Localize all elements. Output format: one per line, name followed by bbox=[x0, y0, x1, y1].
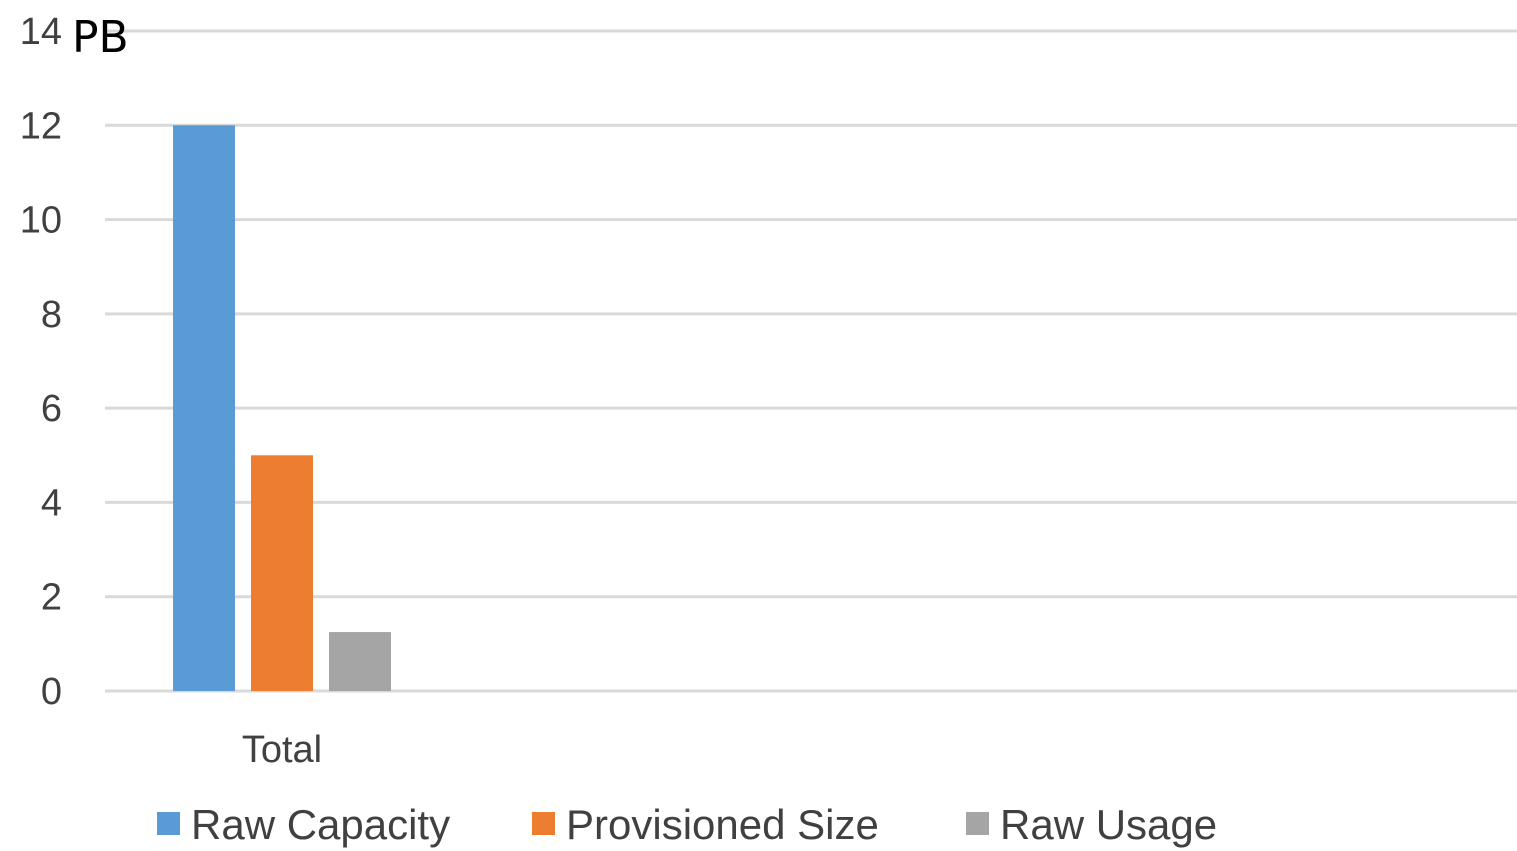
y-tick-label: 8 bbox=[41, 294, 62, 336]
legend-item-raw-usage: Raw Usage bbox=[966, 801, 1217, 848]
y-tick-label: 4 bbox=[41, 482, 62, 524]
legend-swatch-raw-capacity bbox=[157, 812, 180, 835]
bar-raw-usage bbox=[329, 632, 391, 691]
y-tick-label: 6 bbox=[41, 388, 62, 430]
gridlines bbox=[105, 29, 1517, 693]
bar-raw-capacity bbox=[173, 125, 235, 692]
legend-item-raw-capacity: Raw Capacity bbox=[157, 801, 450, 848]
legend-swatch-raw-usage bbox=[966, 812, 989, 835]
legend-swatch-provisioned-size bbox=[532, 812, 555, 835]
y-axis-unit-label: PB bbox=[72, 12, 129, 63]
legend: Raw Capacity Provisioned Size Raw Usage bbox=[157, 801, 1217, 848]
y-tick-label: 0 bbox=[41, 671, 62, 713]
y-tick-label: 10 bbox=[20, 200, 62, 242]
y-tick-label: 12 bbox=[20, 105, 62, 147]
bars bbox=[173, 125, 391, 692]
y-tick-label: 14 bbox=[20, 11, 62, 53]
y-tick-label: 2 bbox=[41, 577, 62, 619]
y-axis-ticks: 0 2 4 6 8 10 12 14 bbox=[20, 11, 62, 713]
legend-item-provisioned-size: Provisioned Size bbox=[532, 801, 879, 848]
legend-label-raw-usage: Raw Usage bbox=[1000, 801, 1217, 848]
legend-label-raw-capacity: Raw Capacity bbox=[191, 801, 450, 848]
legend-label-provisioned-size: Provisioned Size bbox=[566, 801, 879, 848]
bar-provisioned-size bbox=[251, 455, 313, 691]
x-axis-categories: Total bbox=[242, 729, 322, 771]
x-category-label: Total bbox=[242, 729, 322, 771]
